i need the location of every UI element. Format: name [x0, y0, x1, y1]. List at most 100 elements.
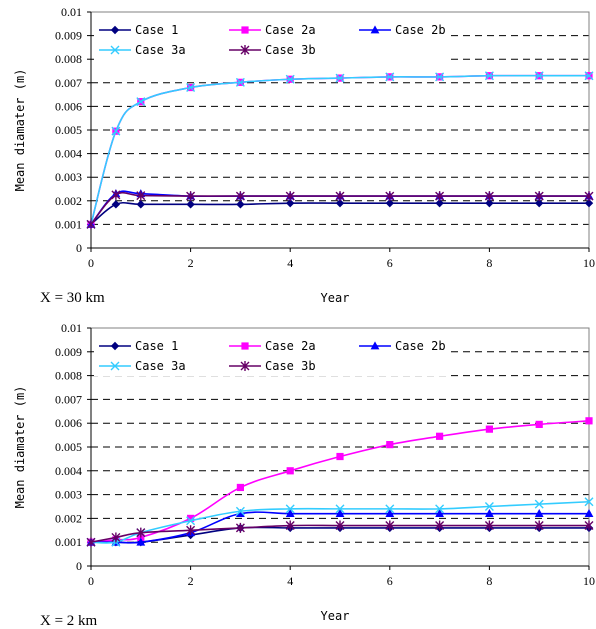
data-point: [235, 191, 245, 202]
x-tick-label: 10: [583, 256, 595, 270]
legend-item: Case 3a: [99, 359, 186, 373]
data-point: [534, 71, 544, 81]
data-point: [335, 520, 345, 531]
legend-label: Case 3b: [265, 43, 316, 57]
legend-item: Case 3b: [229, 359, 316, 373]
data-point: [111, 126, 121, 136]
data-point: [385, 72, 395, 82]
data-point: [235, 506, 245, 516]
data-point: [435, 191, 445, 202]
y-tick-label: 0.008: [55, 52, 82, 66]
y-tick-label: 0.008: [55, 369, 82, 383]
legend-item: Case 2a: [229, 339, 316, 353]
legend-item: Case 2a: [229, 23, 316, 37]
data-point: [285, 191, 295, 202]
legend-marker: [110, 361, 120, 371]
legend: Case 1 Case 2a Case 2b Case 3a Case 3b: [94, 334, 449, 376]
y-tick-label: 0: [76, 241, 82, 255]
data-point: [136, 190, 146, 201]
x-tick-label: 10: [583, 574, 595, 588]
legend-background: [94, 334, 449, 376]
y-tick-label: 0.002: [55, 194, 82, 208]
chart-panel-2: 0 0.001 0.002 0.003 0.004 0.005 0.006 0.007 0.00…: [13, 321, 595, 629]
x-tick-label: 2: [188, 574, 194, 588]
legend-marker: [241, 342, 249, 350]
data-point: [335, 509, 345, 518]
y-tick-label: 0.003: [55, 170, 82, 184]
y-tick-label: 0.001: [55, 535, 82, 549]
data-point: [236, 200, 245, 209]
data-point: [336, 452, 344, 461]
x-axis-label: Year: [321, 291, 350, 305]
legend-label: Case 2a: [265, 339, 316, 353]
data-point: [285, 74, 295, 84]
legend: Case 1 Case 2a Case 2b Case 3a Case 3b: [94, 18, 449, 60]
y-tick-label: 0.005: [55, 123, 82, 137]
data-point: [535, 198, 544, 208]
x-tick-label: 8: [486, 256, 492, 270]
legend-marker: [370, 25, 380, 34]
data-point: [186, 525, 196, 536]
legend-label: Case 2a: [265, 23, 316, 37]
y-tick-label: 0.007: [55, 392, 82, 406]
y-tick-label: 0.007: [55, 76, 82, 90]
data-point: [235, 522, 245, 533]
x-tick-label: 0: [88, 256, 94, 270]
y-tick-label: 0.004: [55, 147, 82, 161]
legend-item: Case 2b: [359, 23, 446, 37]
data-point: [86, 537, 96, 548]
data-point: [187, 514, 195, 522]
legend-item: Case 3b: [229, 43, 316, 57]
legend-label: Case 1: [135, 339, 178, 353]
data-point: [435, 198, 444, 208]
legend-item: Case 1: [99, 339, 178, 353]
data-point: [535, 420, 543, 428]
x-tick-label: 6: [387, 256, 393, 270]
x-tick-label: 6: [387, 574, 393, 588]
data-point: [186, 516, 196, 526]
data-point: [584, 509, 594, 518]
panel-label: X = 2 km: [40, 613, 98, 629]
chart-panel-1: 0 0.001 0.002 0.003 0.004 0.005 0.006 0.007 0.00…: [13, 5, 595, 306]
legend-item: Case 2b: [359, 339, 446, 353]
panel-label: X = 30 km: [40, 290, 105, 306]
data-point: [584, 497, 594, 507]
data-point: [285, 520, 295, 531]
data-point: [86, 219, 96, 230]
data-point: [385, 504, 395, 514]
legend-label: Case 3b: [265, 359, 316, 373]
data-point: [435, 72, 445, 82]
data-point: [485, 509, 494, 518]
data-point: [485, 425, 493, 433]
data-point: [285, 504, 295, 514]
legend-marker: [241, 26, 249, 34]
data-point: [484, 71, 494, 81]
data-point: [534, 520, 544, 531]
data-point: [484, 520, 494, 531]
y-tick-label: 0.003: [55, 488, 82, 502]
data-point: [236, 509, 245, 518]
data-point: [435, 504, 445, 514]
data-point: [584, 191, 594, 202]
data-point: [186, 83, 196, 93]
data-point: [385, 520, 395, 531]
y-tick-label: 0.001: [55, 217, 82, 231]
legend-label: Case 2b: [395, 23, 446, 37]
x-tick-label: 8: [486, 574, 492, 588]
legend-label: Case 3a: [135, 359, 186, 373]
data-point: [335, 191, 345, 202]
y-tick-label: 0.01: [61, 5, 82, 19]
legend-background: [94, 18, 449, 60]
x-tick-label: 0: [88, 574, 94, 588]
data-point: [485, 198, 494, 208]
data-point: [235, 77, 245, 87]
data-point: [136, 200, 145, 209]
y-tick-label: 0.01: [61, 321, 82, 335]
data-point: [385, 198, 394, 208]
data-point: [335, 504, 345, 514]
data-point: [335, 73, 345, 83]
y-tick-label: 0: [76, 559, 82, 573]
data-point: [111, 189, 121, 200]
legend-marker: [110, 45, 120, 55]
